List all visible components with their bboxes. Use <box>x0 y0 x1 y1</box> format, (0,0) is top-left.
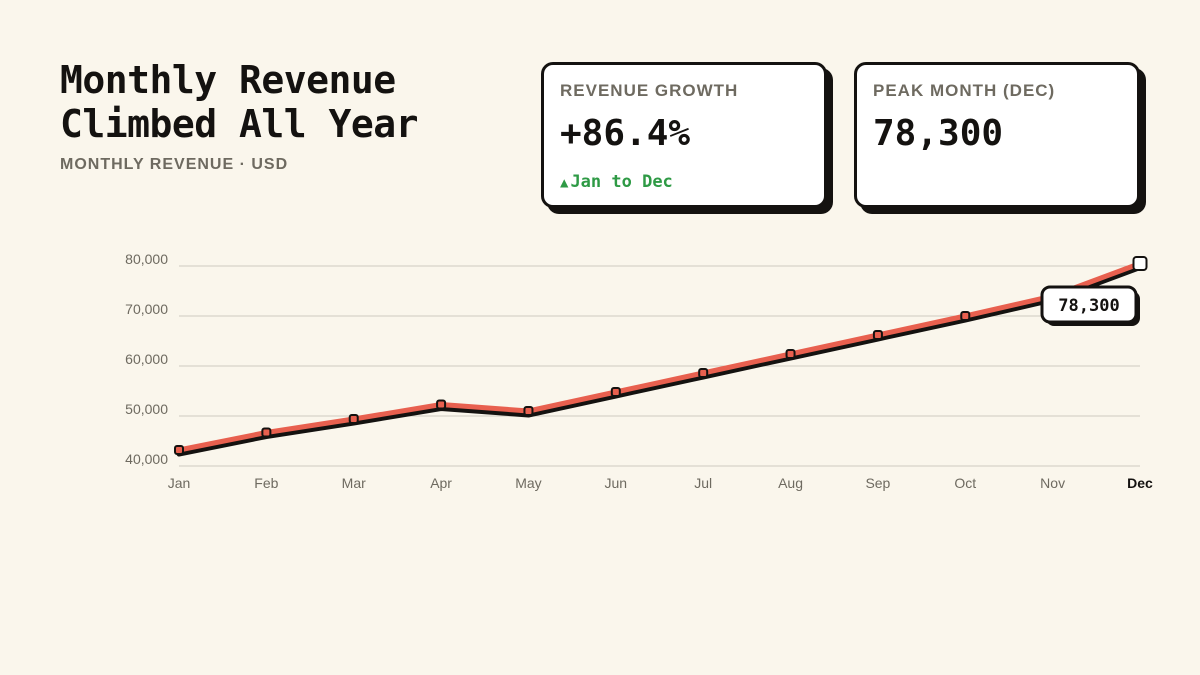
y-tick-label: 40,000 <box>125 451 168 467</box>
kpi-card-peak: PEAK MONTH (DEC) 78,300 <box>854 62 1140 208</box>
data-point <box>872 330 883 340</box>
y-tick-label: 70,000 <box>125 301 168 317</box>
y-axis-ticks: 40,000 50,000 60,000 70,000 80,000 <box>125 251 168 467</box>
data-point-highlight <box>1132 256 1148 271</box>
kpi-value: +86.4% <box>560 113 691 154</box>
data-point <box>261 427 272 438</box>
data-point <box>698 368 709 378</box>
x-axis-ticks: Jan Feb Mar Apr May Jun Jul Aug Sep Oct Nov Dec <box>168 475 1153 491</box>
kpi-note-text: Jan to Dec <box>570 172 673 192</box>
x-tick-label: Jul <box>694 475 712 491</box>
x-tick-label: Oct <box>954 475 976 491</box>
data-point <box>436 399 447 410</box>
data-point <box>785 349 796 359</box>
x-tick-label: Apr <box>430 475 452 491</box>
series-lines <box>176 261 1143 457</box>
x-tick-label: Sep <box>865 475 890 491</box>
y-tick-label: 50,000 <box>125 401 168 417</box>
x-tick-label: Dec <box>1127 475 1153 491</box>
data-point <box>960 311 971 321</box>
triangle-up-icon: ▲ <box>560 175 569 191</box>
y-tick-label: 60,000 <box>125 351 168 367</box>
kpi-value: 78,300 <box>873 113 1004 154</box>
title-line-2: Climbed All Year <box>60 102 419 146</box>
annotation-label: 78,300 <box>1058 296 1119 316</box>
x-tick-label: Jan <box>168 475 191 491</box>
x-tick-label: Jun <box>605 475 628 491</box>
kpi-note: ▲ Jan to Dec <box>560 172 673 192</box>
x-tick-label: Nov <box>1040 475 1065 491</box>
y-tick-label: 80,000 <box>125 251 168 267</box>
data-point <box>610 387 621 397</box>
chart-subtitle: MONTHLY REVENUE · USD <box>60 156 289 173</box>
title-line-1: Monthly Revenue <box>60 58 396 102</box>
x-tick-label: Aug <box>778 475 803 491</box>
kpi-label: PEAK MONTH (DEC) <box>873 81 1056 100</box>
data-point <box>348 414 359 424</box>
data-point <box>523 406 534 416</box>
series-line-shadow <box>176 265 1143 457</box>
annotation: 78,300 <box>1040 285 1140 326</box>
gridlines <box>179 265 1140 467</box>
data-points <box>174 256 1148 455</box>
x-tick-label: Mar <box>342 475 366 491</box>
chart-title: Monthly Revenue Climbed All Year <box>60 58 419 146</box>
x-tick-label: Feb <box>254 475 278 491</box>
x-tick-label: May <box>515 475 541 491</box>
data-point <box>174 445 184 455</box>
series-line <box>176 261 1143 453</box>
annotation-box <box>1040 285 1138 324</box>
kpi-card-growth: REVENUE GROWTH +86.4% ▲ Jan to Dec <box>541 62 827 208</box>
kpi-label: REVENUE GROWTH <box>560 81 739 100</box>
